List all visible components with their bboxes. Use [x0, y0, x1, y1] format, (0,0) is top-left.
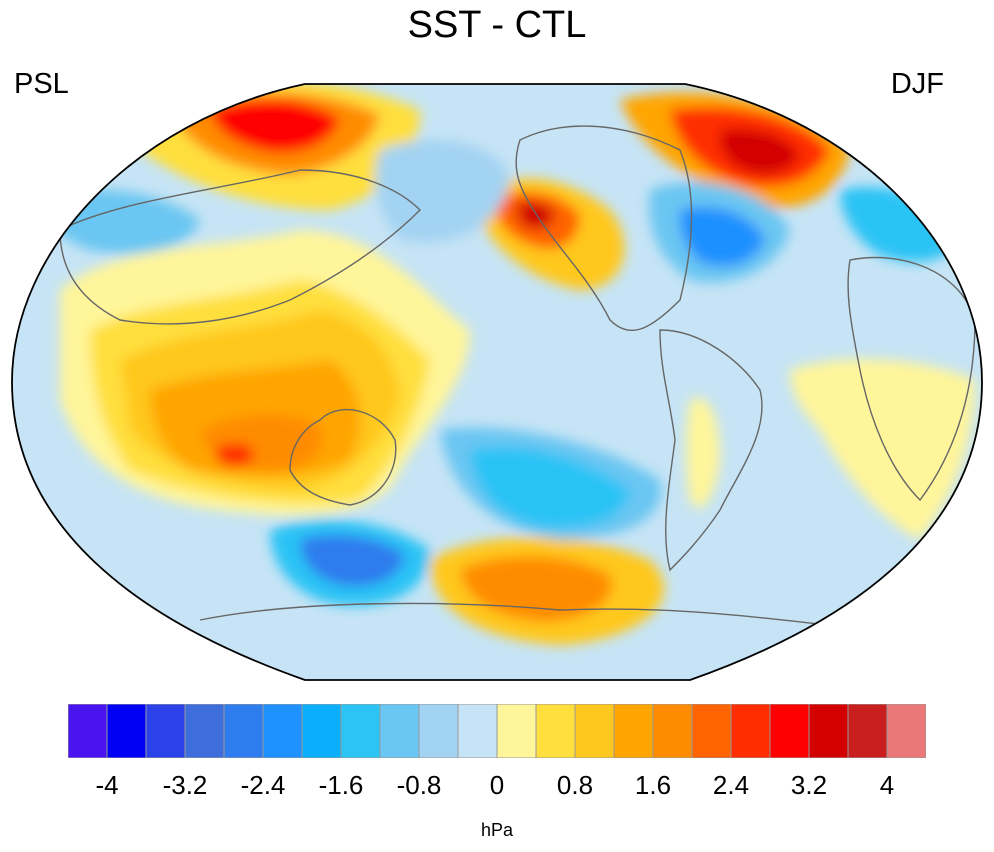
positive-peak-alaska: [515, 201, 555, 229]
colorbar-tick-label: -1.6: [318, 770, 364, 800]
colorbar-swatch: [808, 703, 849, 759]
coastline-africa: [847, 256, 976, 502]
colorbar-tick-label: 3.2: [790, 770, 828, 800]
colorbar-tick-label: 0: [489, 770, 505, 800]
colorbar-swatch: [340, 703, 381, 759]
season-label: DJF: [890, 68, 944, 100]
negative-region-aleutian: [375, 140, 510, 243]
units-label: hPa: [480, 820, 514, 840]
negative-region-north-atlantic-2: [679, 206, 765, 267]
colorbar-swatch: [67, 703, 108, 759]
colorbar-tick-label: -2.4: [240, 770, 286, 800]
map-svg: [11, 83, 983, 681]
positive-region-andes: [686, 398, 720, 508]
negative-region-east-pacific-2: [470, 446, 630, 529]
coastline-south-america: [659, 329, 763, 572]
variable-label: PSL: [14, 68, 69, 100]
negative-region-southwest-pacific-2: [300, 535, 405, 587]
colorbar: [67, 703, 927, 759]
colorbar-swatch: [613, 703, 654, 759]
colorbar-swatch: [106, 703, 147, 759]
colorbar-swatch: [730, 703, 771, 759]
colorbar-swatch: [301, 703, 342, 759]
colorbar-swatch: [223, 703, 264, 759]
colorbar-swatch: [184, 703, 225, 759]
colorbar-swatch: [886, 703, 927, 759]
colorbar-swatch: [535, 703, 576, 759]
colorbar-tick-label: 2.4: [712, 770, 750, 800]
positive-peak-siberia: [210, 99, 340, 153]
coastlines: [59, 125, 976, 631]
colorbar-swatch: [574, 703, 615, 759]
map-boundary: [11, 83, 983, 681]
coastline-north-america: [515, 125, 693, 331]
colorbar-swatch: [145, 703, 186, 759]
colorbar-swatch: [652, 703, 693, 759]
coastline-asia: [59, 169, 421, 325]
positive-region-atlantic: [790, 359, 975, 540]
colorbar-tick-label: -0.8: [396, 770, 442, 800]
coastline-antarctica: [199, 602, 871, 631]
colorbar-swatch: [262, 703, 303, 759]
colorbar-swatch: [691, 703, 732, 759]
colorbar-svg: [67, 703, 927, 759]
map-title: SST - CTL: [407, 4, 587, 46]
colorbar-tick-label: -3.2: [162, 770, 208, 800]
colorbar-swatch: [418, 703, 459, 759]
colorbar-swatch: [847, 703, 888, 759]
positive-peak-greenland: [719, 128, 800, 174]
colorbar-tick-label: -4: [95, 770, 119, 800]
colorbar-tick-label: 0.8: [556, 770, 594, 800]
colorbar-swatch: [496, 703, 537, 759]
colorbar-tick-label: 4: [879, 770, 895, 800]
colorbar-swatch: [769, 703, 810, 759]
colorbar-tick-label: 1.6: [634, 770, 672, 800]
map-panel: [11, 83, 983, 681]
field-layer: [12, 84, 982, 680]
colorbar-swatch: [379, 703, 420, 759]
colorbar-swatch: [457, 703, 498, 759]
coastline-australia: [289, 408, 397, 506]
positive-peak-australia: [215, 443, 255, 467]
